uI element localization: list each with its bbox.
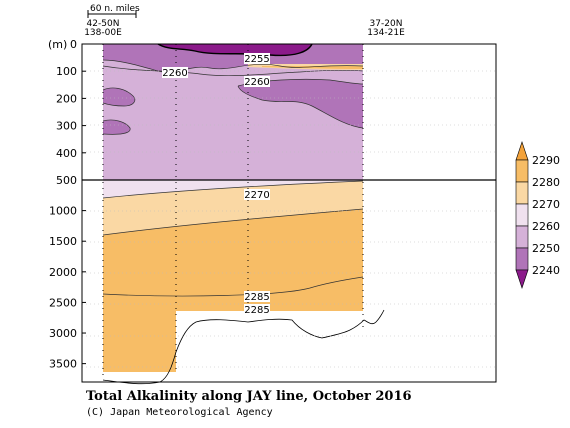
seafloor-line	[102, 309, 385, 385]
contour-line	[237, 85, 364, 129]
y-tick-label: 0	[70, 38, 77, 51]
y-tick-label: 2000	[49, 266, 77, 279]
fill-2240-2250	[158, 44, 312, 56]
header: 60 n. miles 42-50N 138-00E 37-20N 134-21…	[84, 4, 405, 38]
colorbar-extend-min	[515, 269, 529, 289]
y-tick-label: 1500	[49, 235, 77, 248]
colorbar-extend-max	[515, 141, 529, 161]
colorbar-swatch	[515, 159, 529, 183]
right-station-lat: 37-20N	[370, 19, 403, 29]
fill-2270-2280	[103, 181, 363, 235]
contour-line	[102, 208, 364, 236]
colorbar-label: 2270	[532, 198, 560, 211]
colorbar-swatch	[515, 225, 529, 249]
colorbar-label: 2290	[532, 154, 560, 167]
y-tick-label: 3500	[49, 358, 77, 371]
contour-label: 2260	[244, 77, 269, 88]
y-tick-label: 200	[56, 92, 77, 105]
contour-label: 2255	[244, 54, 269, 65]
colorbar-swatch	[515, 203, 529, 227]
y-tick-label: 1000	[49, 205, 77, 218]
left-station-lon: 138-00E	[84, 28, 122, 38]
y-tick-label: 100	[56, 65, 77, 78]
station-casts	[102, 44, 364, 378]
contour-line	[102, 276, 364, 297]
fill-2280-2290	[103, 209, 363, 372]
y-tick-label: 2500	[49, 296, 77, 309]
y-tick-label: 400	[56, 147, 77, 160]
contour-label: 2270	[244, 190, 269, 201]
scale-bar-label: 60 n. miles	[90, 4, 140, 14]
contour-label: 2260	[162, 68, 187, 79]
contour-line	[102, 180, 364, 199]
contour-fills	[103, 44, 363, 372]
contour-value-labels: 2255 2260 2260 2270 2285 2285	[162, 53, 270, 316]
chart-title: Total Alkalinity along JAY line, October…	[86, 389, 412, 404]
right-station-lon: 134-21E	[367, 28, 405, 38]
colorbar: 2290 2280 2270 2260 2250 2240	[515, 141, 560, 289]
contour-label: 2285	[244, 305, 269, 316]
fill-2250-2260-left2	[103, 119, 131, 135]
plot-frame	[81, 43, 497, 383]
seafloor-fill	[103, 311, 380, 380]
left-station-lat: 42-50N	[87, 19, 120, 29]
y-tick-label: 500	[56, 174, 77, 187]
y-axis-unit: (m)	[48, 38, 67, 51]
y-tick-label: 300	[56, 120, 77, 133]
contour-line	[102, 59, 364, 73]
colorbar-swatch	[515, 181, 529, 205]
fill-2250-2260-mid	[238, 79, 363, 128]
gridlines	[82, 70, 496, 368]
contour-line	[157, 43, 313, 57]
bottom-topography	[102, 309, 385, 385]
contour-label: 2285	[244, 292, 269, 303]
colorbar-label: 2240	[532, 264, 560, 277]
colorbar-swatch	[515, 247, 529, 271]
credit-text: (C) Japan Meteorological Agency	[86, 407, 273, 418]
fill-2250-2260-left	[103, 87, 135, 106]
y-axis: (m) 0 100 200 300 400 500 1000 1500 2000 2500 3000…	[48, 38, 86, 371]
contour-line	[102, 119, 131, 135]
colorbar-label: 2260	[532, 220, 560, 233]
contour-line	[102, 65, 364, 77]
contour-line	[102, 87, 136, 107]
colorbar-label: 2250	[532, 242, 560, 255]
colorbar-label: 2280	[532, 176, 560, 189]
fill-2265-2270	[103, 180, 363, 198]
y-tick-label: 3000	[49, 327, 77, 340]
